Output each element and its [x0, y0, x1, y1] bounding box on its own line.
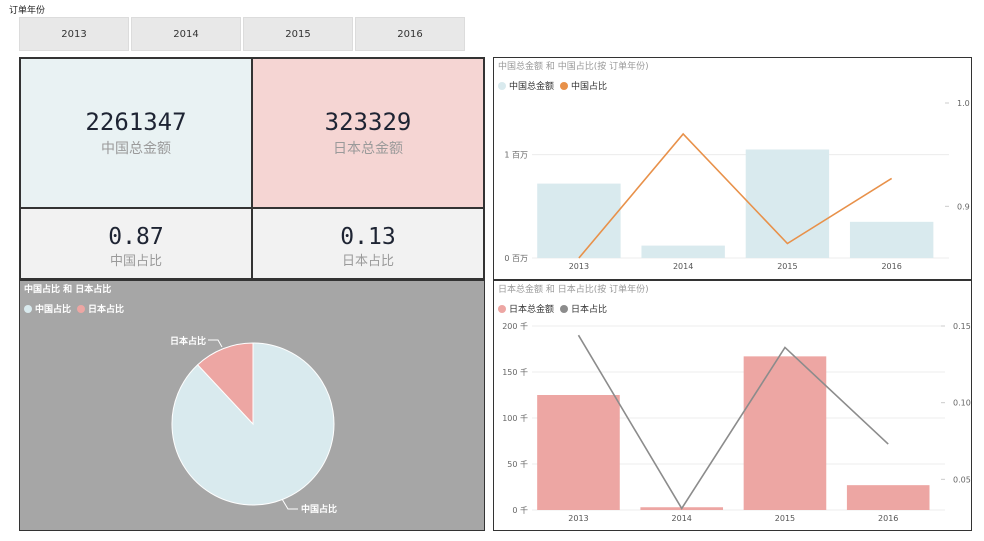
legend-label-japan: 日本占比	[88, 305, 125, 315]
japan-label-leader	[208, 339, 223, 348]
japan-ratio-label: 日本占比	[341, 254, 394, 269]
year-button-2014[interactable]: 2014	[131, 17, 241, 51]
japan-chart-right-tick-label: 0.15	[953, 322, 971, 331]
china-chart-right-tick-label: 1.0	[957, 99, 970, 108]
pie-chart-title: 中国占比 和 日本占比	[24, 285, 112, 295]
legend-dot-china	[24, 304, 32, 313]
japan-total-label: 日本总金额	[333, 141, 403, 157]
china-chart-x-tick-label: 2014	[673, 262, 693, 271]
japan-chart-left-tick-label: 50 千	[507, 459, 528, 469]
japan-chart-left-tick-label: 0 千	[512, 505, 528, 515]
pie-legend: 中国占比 日本占比	[24, 302, 124, 315]
card-china-ratio[interactable]: 0.87 中国占比	[19, 207, 253, 280]
legend-label-china-amount: 中国总金额	[509, 82, 555, 92]
china-chart-legend: 中国总金额 中国占比	[498, 79, 607, 92]
china-chart-ratio-line[interactable]	[578, 132, 893, 259]
japan-chart-x-tick-label: 2016	[878, 514, 898, 523]
china-chart-left-tick-label: 0 百万	[504, 254, 528, 263]
japan-combo-chart-panel[interactable]: 日本总金额 和 日本占比(按 订单年份) 日本总金额 日本占比 0 千 50 千 1…	[493, 280, 972, 531]
japan-chart-x-tick-label: 2015	[775, 514, 795, 523]
pie-chart-panel[interactable]: 中国占比 和 日本占比 中国占比 日本占比 日本占比 中国占比	[19, 280, 485, 531]
japan-chart-title: 日本总金额 和 日本占比(按 订单年份)	[498, 285, 649, 295]
year-button-2016[interactable]: 2016	[355, 17, 465, 51]
china-total-value: 2261347	[85, 108, 187, 136]
china-chart-bar-2013[interactable]	[537, 183, 621, 258]
japan-chart-legend: 日本总金额 日本占比	[498, 302, 607, 315]
china-chart-x-tick-label: 2013	[569, 262, 589, 271]
japan-chart-left-tick-label: 100 千	[502, 413, 528, 423]
pie-label-japan: 日本占比	[170, 335, 206, 347]
japan-chart-left-tick-label: 200 千	[502, 321, 528, 331]
china-chart-bar-2015[interactable]	[745, 149, 830, 259]
pie-label-china: 中国占比	[301, 503, 337, 515]
legend-dot-china-amount	[498, 81, 506, 90]
japan-total-value: 323329	[324, 108, 412, 136]
china-total-label: 中国总金额	[101, 141, 171, 157]
legend-dot-japan-ratio	[560, 304, 569, 313]
pie-slice-japan[interactable]	[196, 342, 254, 426]
japan-chart-x-tick-label: 2014	[672, 514, 692, 523]
japan-chart-bar-2016[interactable]	[846, 485, 930, 510]
japan-chart-ratio-line[interactable]	[577, 334, 889, 510]
card-japan-total[interactable]: 323329 日本总金额	[251, 57, 485, 209]
china-label-leader	[281, 498, 298, 510]
legend-label-china: 中国占比	[35, 305, 72, 315]
china-chart-left-tick-label: 1 百万	[504, 151, 528, 160]
japan-chart-bar-2013[interactable]	[537, 395, 620, 510]
china-combo-chart-svg: 0 百万 1 百万 0.9 1.0 2013 2014 2015 2016	[504, 99, 970, 271]
china-ratio-value: 0.87	[108, 224, 164, 250]
year-button-2013[interactable]: 2013	[19, 17, 129, 51]
card-japan-ratio[interactable]: 0.13 日本占比	[251, 207, 485, 280]
year-button-2015[interactable]: 2015	[243, 17, 353, 51]
china-chart-x-tick-label: 2015	[777, 262, 797, 271]
japan-chart-bar-2015[interactable]	[743, 356, 827, 510]
japan-chart-right-tick-label: 0.05	[953, 475, 971, 484]
legend-label-china-ratio: 中国占比	[571, 82, 608, 92]
card-china-total[interactable]: 2261347 中国总金额	[19, 57, 253, 209]
japan-ratio-value: 0.13	[340, 224, 396, 250]
china-combo-chart-panel[interactable]: 中国总金额 和 中国占比(按 订单年份) 中国总金额 中国占比 0 百万 1 百万…	[493, 57, 972, 280]
pie-chart-svg: 日本占比 中国占比	[170, 335, 337, 515]
china-chart-bar-2016[interactable]	[849, 221, 934, 258]
legend-dot-japan-amount	[498, 304, 506, 313]
china-chart-bar-2014[interactable]	[641, 245, 725, 258]
china-chart-title: 中国总金额 和 中国占比(按 订单年份)	[498, 62, 649, 72]
japan-combo-chart-svg: 0 千 50 千 100 千 150 千 200 千 0.05 0.10 0.15 2013 20…	[502, 321, 971, 523]
legend-label-japan-ratio: 日本占比	[571, 305, 608, 315]
slicer-title: 订单年份	[9, 6, 46, 16]
japan-chart-x-tick-label: 2013	[568, 514, 588, 523]
china-chart-right-tick-label: 0.9	[957, 202, 970, 211]
legend-dot-japan	[77, 304, 86, 313]
legend-label-japan-amount: 日本总金额	[509, 305, 555, 315]
japan-chart-right-tick-label: 0.10	[953, 399, 971, 408]
japan-chart-left-tick-label: 150 千	[502, 367, 528, 377]
china-ratio-label: 中国占比	[109, 254, 162, 269]
legend-dot-china-ratio	[560, 81, 569, 90]
china-chart-x-tick-label: 2016	[881, 262, 901, 271]
